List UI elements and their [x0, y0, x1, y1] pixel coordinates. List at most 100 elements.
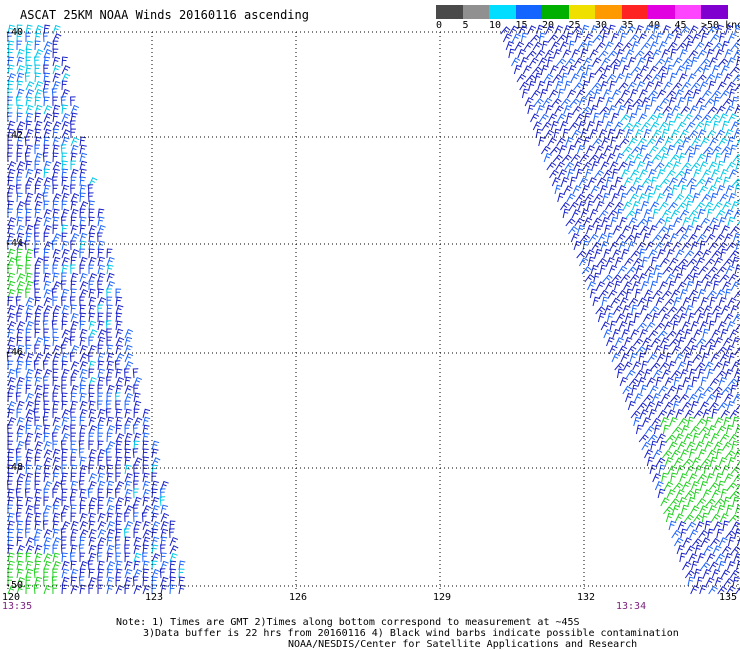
wind-barb	[611, 353, 621, 363]
wind-barb	[25, 545, 35, 555]
wind-barb	[133, 544, 142, 555]
wind-barb	[563, 104, 572, 115]
wind-barb	[673, 57, 683, 67]
wind-barb	[727, 136, 736, 147]
wind-barb	[617, 104, 626, 115]
wind-barb	[638, 89, 648, 99]
wind-barb	[79, 296, 85, 307]
wind-barb	[626, 266, 637, 275]
wind-barb	[681, 481, 692, 491]
wind-barb	[97, 312, 104, 323]
wind-barb	[732, 416, 740, 427]
wind-barb	[687, 312, 696, 323]
wind-barb	[601, 296, 609, 307]
wind-barb	[142, 448, 149, 459]
wind-barb	[60, 440, 67, 451]
wind-barb	[579, 72, 588, 83]
wind-barb	[43, 536, 52, 547]
wind-barb	[717, 585, 728, 595]
wind-barb	[673, 296, 682, 307]
wind-barb	[693, 568, 702, 579]
wind-barb	[133, 432, 142, 443]
wind-barb	[97, 584, 104, 595]
wind-barb	[710, 433, 720, 443]
wind-barb	[43, 312, 50, 323]
wind-barb	[115, 481, 125, 491]
wind-barb	[659, 440, 667, 451]
legend-swatch-2	[489, 5, 516, 19]
wind-barb	[645, 160, 654, 171]
wind-barb	[554, 184, 563, 195]
wind-barb	[556, 58, 567, 67]
wind-barb	[726, 400, 735, 411]
wind-barb	[52, 256, 61, 267]
wind-barb	[527, 25, 537, 35]
wind-barb	[70, 112, 78, 123]
wind-barb	[25, 464, 32, 475]
wind-barb	[590, 264, 599, 275]
wind-barb	[25, 336, 32, 347]
wind-barb	[689, 425, 700, 435]
wind-barb	[555, 161, 565, 171]
wind-barb	[70, 168, 79, 179]
wind-barb	[124, 392, 133, 403]
wind-barb	[695, 97, 705, 107]
wind-barb	[659, 97, 670, 107]
wind-barb	[70, 264, 76, 275]
wind-barb	[25, 216, 32, 227]
wind-barb	[568, 40, 576, 51]
wind-barb	[96, 552, 103, 563]
wind-barb	[567, 144, 576, 155]
wind-barb	[52, 128, 59, 139]
wind-barb	[61, 168, 69, 179]
wind-barb	[694, 465, 704, 475]
wind-barb	[565, 136, 574, 147]
wind-barb	[703, 464, 711, 475]
wind-barb	[124, 448, 132, 459]
wind-barb	[52, 584, 58, 595]
wind-barb	[34, 88, 43, 99]
wind-barb	[564, 80, 572, 91]
wind-barb	[106, 456, 112, 467]
wind-barb	[658, 306, 669, 315]
wind-barb	[723, 337, 733, 347]
wind-barb	[70, 576, 78, 587]
wind-barb	[619, 32, 628, 43]
wind-barb	[79, 353, 89, 363]
wind-barb	[708, 482, 720, 491]
wind-barb	[710, 513, 721, 523]
wind-barb	[730, 201, 740, 211]
wind-barb	[644, 449, 654, 459]
wind-barb	[656, 353, 666, 363]
wind-barb	[114, 488, 121, 499]
wind-barb	[34, 392, 43, 403]
wind-barb	[7, 224, 15, 235]
wind-barb	[70, 200, 78, 211]
wind-barb	[608, 264, 618, 275]
wind-barb	[573, 82, 584, 91]
wind-barb	[594, 145, 604, 155]
wind-barb	[52, 136, 61, 147]
wind-barb	[706, 472, 715, 483]
wind-barb	[24, 152, 31, 163]
wind-barb	[718, 216, 727, 227]
wind-barb	[713, 96, 721, 107]
wind-barb	[79, 264, 86, 274]
wind-barb	[677, 96, 686, 107]
wind-barb	[681, 241, 692, 251]
wind-barb	[655, 137, 665, 147]
wind-barb	[701, 512, 710, 523]
wind-barb	[142, 505, 152, 515]
note-line-3: NOAA/NESDIS/Center for Satellite Applica…	[288, 639, 638, 650]
wind-barb	[653, 264, 662, 275]
wind-barb	[632, 280, 641, 291]
wind-barb	[106, 544, 115, 555]
wind-barb	[643, 394, 654, 403]
wind-barb	[658, 201, 669, 211]
wind-barb	[70, 536, 77, 547]
wind-barb	[699, 480, 708, 491]
wind-barb	[668, 520, 677, 531]
wind-barb	[690, 400, 699, 411]
wind-barb	[548, 89, 559, 99]
wind-barb	[694, 306, 705, 315]
